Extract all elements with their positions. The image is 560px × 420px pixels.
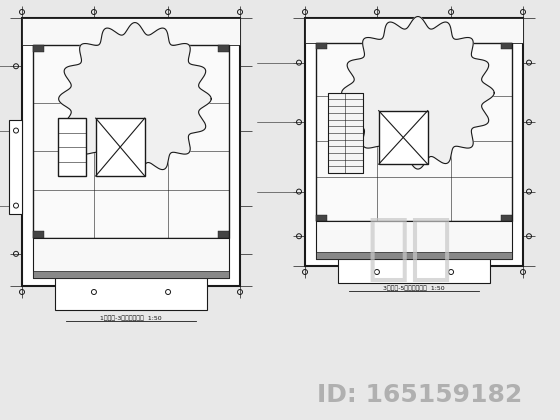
Text: ID: 165159182: ID: 165159182 (318, 383, 522, 407)
Text: 1层顶板-3层顶板施工图  1:50: 1层顶板-3层顶板施工图 1:50 (100, 315, 162, 321)
Bar (305, 18, 523, 43)
Bar (33, 271, 229, 278)
Bar (316, 43, 327, 49)
Bar (55, 278, 207, 310)
Bar (58, 118, 86, 176)
Bar (33, 231, 44, 238)
Bar (33, 238, 229, 278)
Bar (218, 231, 229, 238)
Text: 3层顶板-5层顶板施工图  1:50: 3层顶板-5层顶板施工图 1:50 (383, 285, 445, 291)
Bar (501, 43, 512, 49)
Bar (218, 45, 229, 52)
Bar (316, 252, 512, 259)
Polygon shape (342, 16, 494, 169)
Bar (33, 45, 229, 238)
Bar (501, 215, 512, 221)
Bar (22, 18, 240, 45)
Bar (316, 43, 512, 221)
Bar (9, 120, 22, 214)
Bar (96, 118, 144, 176)
Bar (328, 93, 363, 173)
Polygon shape (59, 23, 211, 175)
Bar (33, 45, 44, 52)
Bar (22, 18, 240, 286)
Bar (379, 110, 428, 164)
Bar (316, 215, 327, 221)
Text: 知末: 知末 (367, 215, 454, 284)
Bar (338, 259, 491, 284)
Bar (316, 221, 512, 259)
Bar (305, 18, 523, 266)
